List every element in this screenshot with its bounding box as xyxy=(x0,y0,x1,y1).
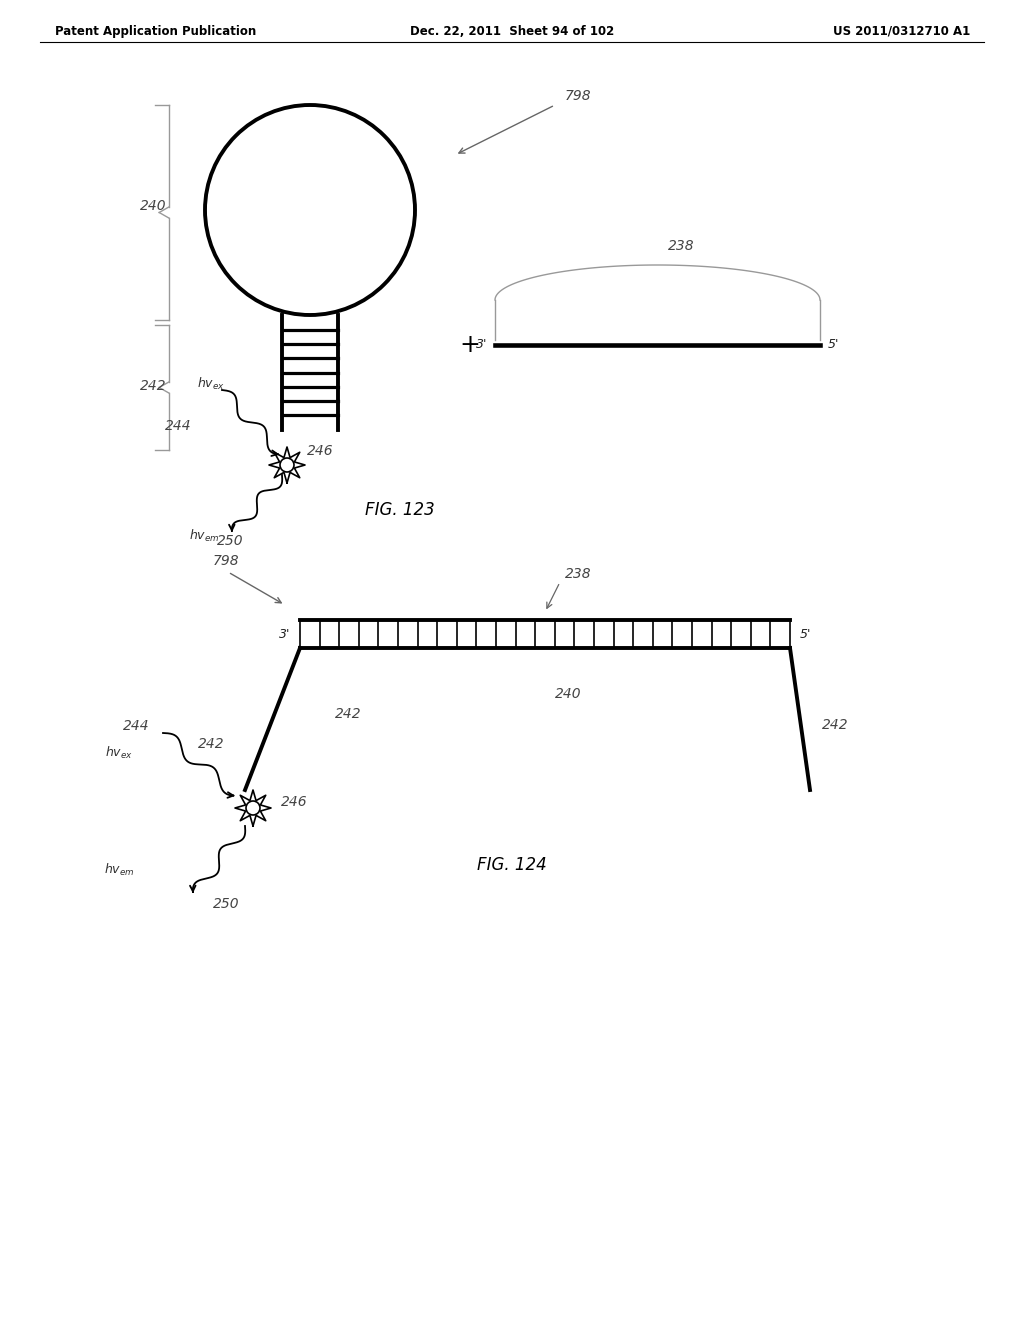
Text: 242: 242 xyxy=(822,718,849,733)
Circle shape xyxy=(280,458,294,473)
Text: hv$_{ex}$: hv$_{ex}$ xyxy=(197,376,225,392)
Text: 3': 3' xyxy=(279,627,290,640)
Text: 250: 250 xyxy=(217,535,244,548)
Text: hv$_{em}$: hv$_{em}$ xyxy=(104,862,135,878)
Text: 798: 798 xyxy=(565,88,592,103)
Text: 246: 246 xyxy=(281,795,307,809)
Text: 242: 242 xyxy=(335,708,361,721)
Text: hv$_{ex}$: hv$_{ex}$ xyxy=(104,744,133,762)
Text: 238: 238 xyxy=(668,239,694,253)
Text: 5': 5' xyxy=(828,338,840,351)
Text: 242: 242 xyxy=(140,379,167,393)
Text: 240: 240 xyxy=(555,686,582,701)
Text: 242: 242 xyxy=(198,737,224,751)
Text: +: + xyxy=(460,333,480,356)
Text: 240: 240 xyxy=(140,199,167,213)
Text: 244: 244 xyxy=(123,719,150,733)
Text: hv$_{em}$: hv$_{em}$ xyxy=(189,528,220,544)
Text: Dec. 22, 2011  Sheet 94 of 102: Dec. 22, 2011 Sheet 94 of 102 xyxy=(410,25,614,38)
Circle shape xyxy=(246,801,260,814)
Text: 250: 250 xyxy=(213,898,240,911)
Text: FIG. 124: FIG. 124 xyxy=(477,855,547,874)
Text: 5': 5' xyxy=(800,627,811,640)
Text: 798: 798 xyxy=(213,554,240,568)
Text: 238: 238 xyxy=(565,568,592,581)
Text: 244: 244 xyxy=(165,418,191,433)
Text: 3': 3' xyxy=(475,338,487,351)
Text: Patent Application Publication: Patent Application Publication xyxy=(55,25,256,38)
Text: FIG. 123: FIG. 123 xyxy=(366,502,435,519)
Text: US 2011/0312710 A1: US 2011/0312710 A1 xyxy=(833,25,970,38)
Text: 246: 246 xyxy=(307,444,334,458)
